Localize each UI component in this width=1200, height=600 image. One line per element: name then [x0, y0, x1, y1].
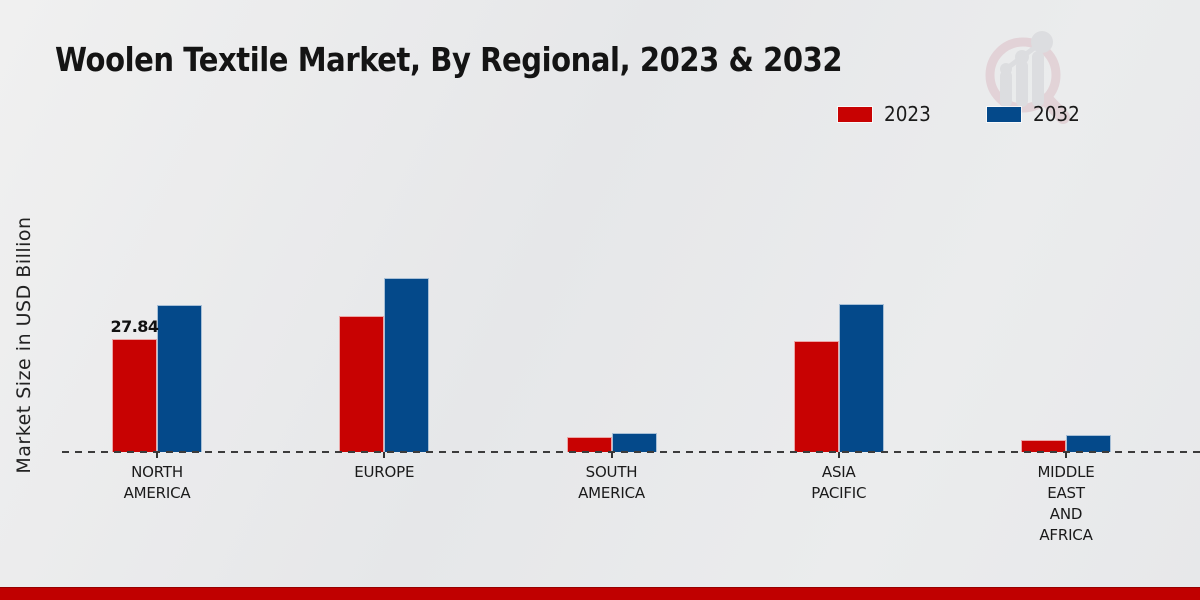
- legend-item-2023: 2023: [838, 102, 935, 126]
- x-axis-line: [62, 451, 1200, 453]
- x-axis-label-line: AMERICA: [578, 484, 645, 502]
- x-axis-label-asia-pacific: ASIA PACIFIC: [774, 462, 904, 504]
- x-axis-label-line: EAST: [1047, 484, 1085, 502]
- bottom-red-strip: [0, 587, 1200, 600]
- legend-label-2032: 2032: [1032, 102, 1080, 126]
- x-axis-tick-asia-pacific: [837, 452, 840, 458]
- x-axis-tick-europe: [383, 452, 386, 458]
- bar-2032-north-america: [157, 305, 202, 452]
- x-axis-tick-south-america: [610, 452, 613, 458]
- x-axis-label-line: AND: [1049, 505, 1083, 523]
- x-axis-label-line: ASIA: [821, 463, 856, 481]
- x-axis-label-line: SOUTH: [585, 463, 638, 481]
- x-axis-label-line: MIDDLE: [1037, 463, 1095, 481]
- bar-value-label: 27.84: [110, 317, 159, 336]
- x-axis-tick-middle-east-and-africa: [1065, 452, 1067, 458]
- x-axis-tick-north-america: [156, 452, 158, 458]
- x-axis-label-north-america: NORTH AMERICA: [92, 462, 222, 504]
- bar-2023-south-america: [566, 437, 612, 452]
- chart-title: Woolen Textile Market, By Regional, 2023…: [55, 40, 843, 79]
- x-axis-label-line: AFRICA: [1039, 526, 1093, 544]
- x-axis-label-line: PACIFIC: [811, 484, 867, 502]
- legend-swatch-2032: [986, 106, 1021, 122]
- x-axis-label-line: EUROPE: [354, 463, 415, 481]
- x-axis-label-line: AMERICA: [123, 484, 191, 502]
- bar-2023-europe: [339, 316, 385, 452]
- bar-2032-asia-pacific: [838, 304, 884, 452]
- legend: 2023 2032: [838, 102, 1084, 126]
- legend-swatch-2023: [838, 106, 872, 122]
- bar-2032-middle-east-and-africa: [1066, 435, 1111, 452]
- x-axis-label-europe: EUROPE: [319, 462, 449, 483]
- bar-2023-north-america: [112, 339, 157, 452]
- legend-label-2023: 2023: [884, 102, 931, 126]
- x-axis-label-south-america: SOUTH AMERICA: [547, 462, 677, 504]
- bar-2023-middle-east-and-africa: [1021, 440, 1066, 452]
- bar-2032-europe: [384, 278, 430, 452]
- bar-2023-asia-pacific: [793, 341, 839, 452]
- x-axis-label-middle-east-and-africa: MIDDLE EAST AND AFRICA: [1001, 462, 1131, 546]
- bar-2032-south-america: [611, 433, 657, 452]
- x-axis-label-line: NORTH: [131, 463, 183, 481]
- legend-item-2032: 2032: [986, 102, 1084, 126]
- market-research-magnifier-logo-icon: [985, 31, 1070, 124]
